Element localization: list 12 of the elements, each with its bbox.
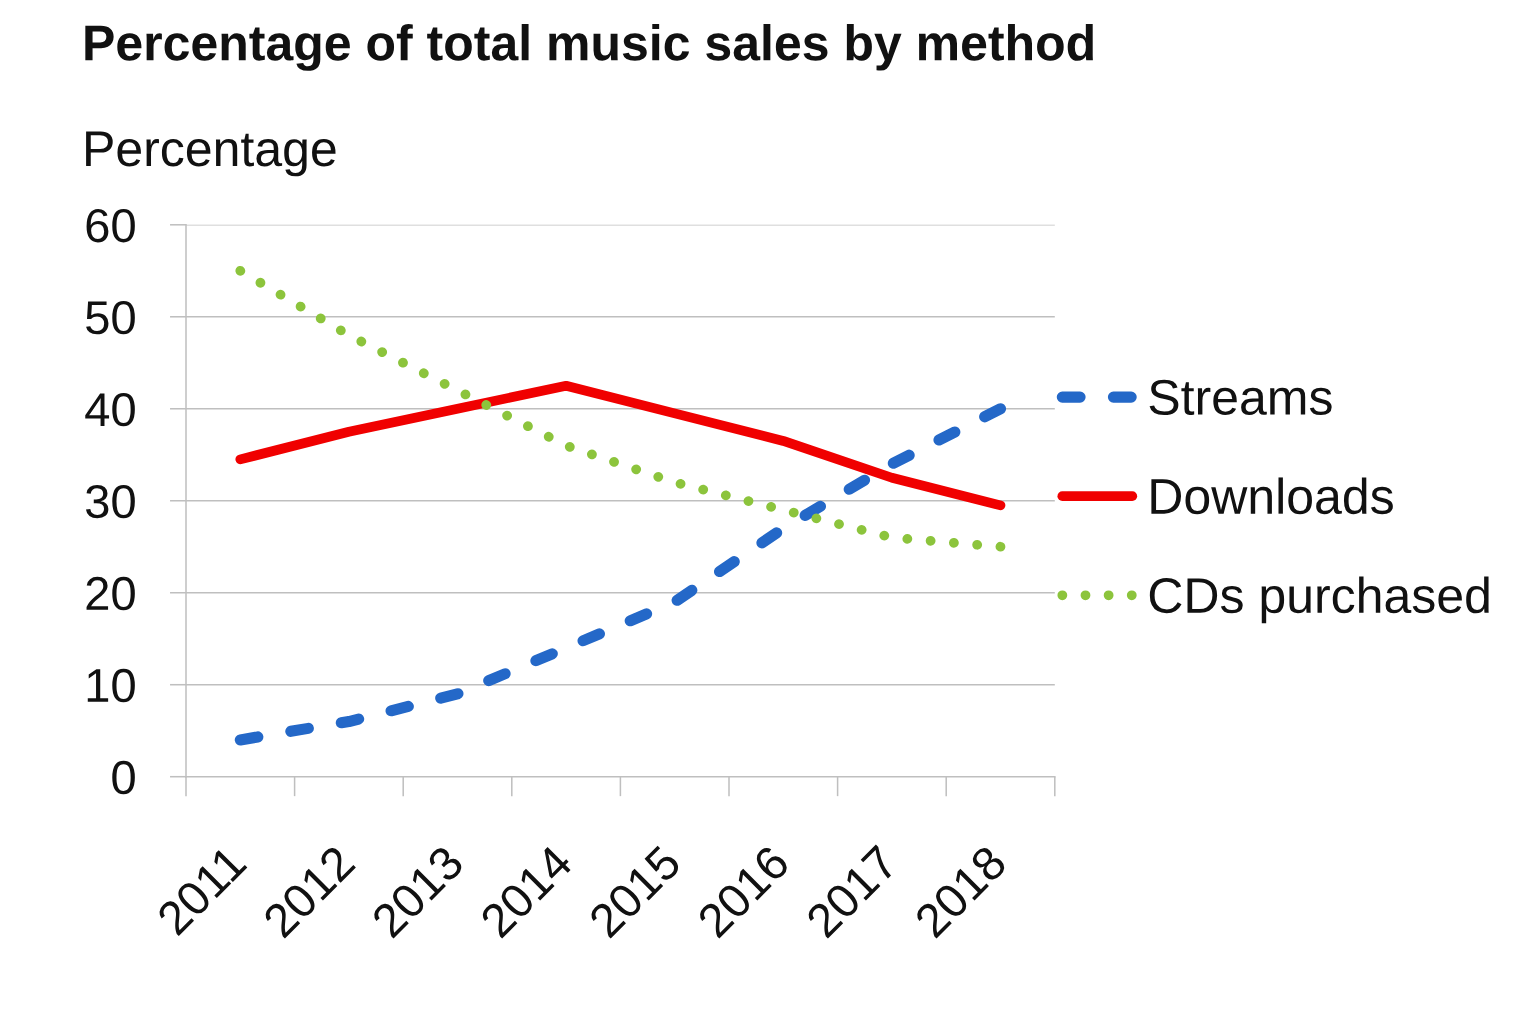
legend-label: Streams [1149, 379, 1332, 416]
legend-label: CDs purchased [1149, 576, 1489, 624]
y-tick-label: 0 [112, 760, 135, 795]
y-tick-label: 50 [86, 300, 135, 335]
y-tick-label: 40 [85, 392, 135, 427]
y-tick-label: 60 [86, 208, 135, 243]
chart-title: Percentage of total music sales by method [85, 24, 1093, 71]
y-tick-label: 10 [87, 668, 135, 703]
y-tick-label: 20 [86, 576, 135, 611]
y-tick-label: 30 [85, 484, 135, 519]
y-axis-title: Percentage [86, 131, 336, 177]
legend-label: Downloads [1151, 477, 1393, 515]
